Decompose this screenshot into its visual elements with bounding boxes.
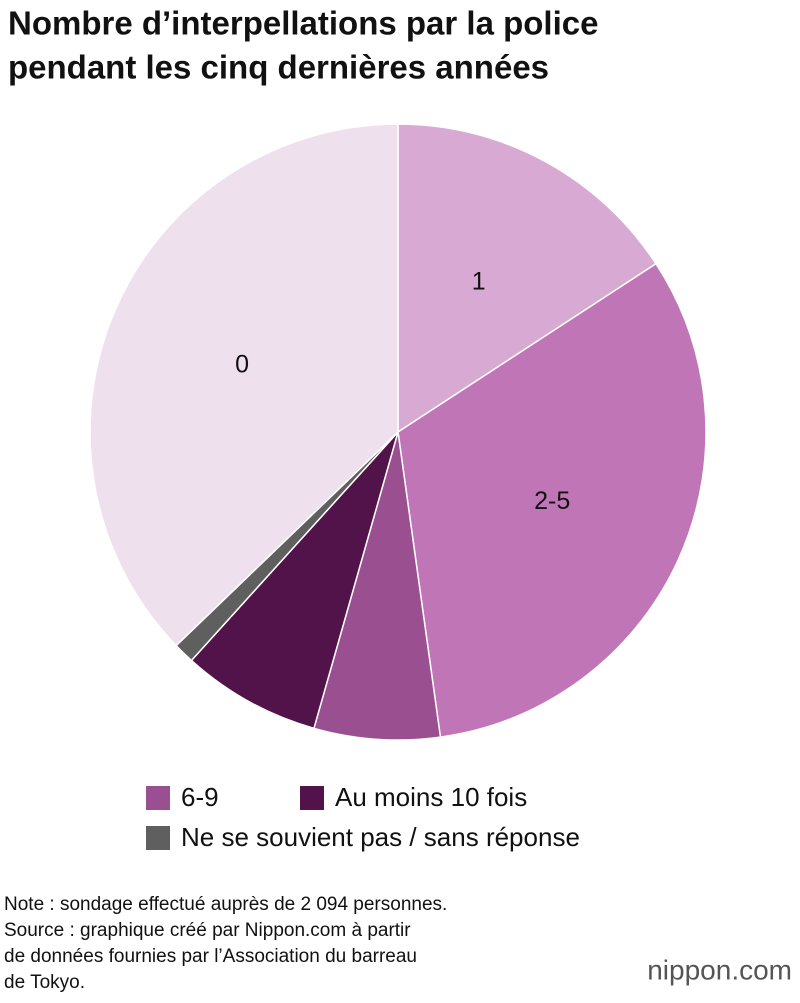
pie-slice bbox=[397, 123, 657, 434]
chart-title: pendant les cinq dernières années bbox=[8, 49, 549, 86]
pie-slice bbox=[190, 431, 399, 730]
note: Note : sondage effectué auprès de 2 094 … bbox=[4, 894, 447, 915]
legend-label: Ne se souvient pas / sans réponse bbox=[181, 822, 580, 852]
legend-swatch bbox=[146, 786, 170, 810]
legend-label: Au moins 10 fois bbox=[335, 782, 527, 812]
slice-label: 0 bbox=[235, 350, 249, 378]
legend-swatch bbox=[300, 786, 324, 810]
slice-label: 2-5 bbox=[534, 487, 570, 515]
pie-slice bbox=[313, 431, 442, 741]
source: de Tokyo. bbox=[4, 972, 85, 993]
pie-slice bbox=[89, 123, 399, 647]
chart-title: Nombre d’interpellations par la police bbox=[8, 5, 598, 42]
pie-slice bbox=[397, 262, 707, 738]
slice-label: 1 bbox=[472, 268, 486, 296]
source: Source : graphique créé par Nippon.com à… bbox=[4, 920, 411, 941]
legend-label: 6-9 bbox=[181, 782, 219, 812]
brand: nippon.com bbox=[647, 954, 792, 985]
source: de données fournies par l’Association du… bbox=[4, 946, 417, 967]
legend-swatch bbox=[146, 826, 170, 850]
